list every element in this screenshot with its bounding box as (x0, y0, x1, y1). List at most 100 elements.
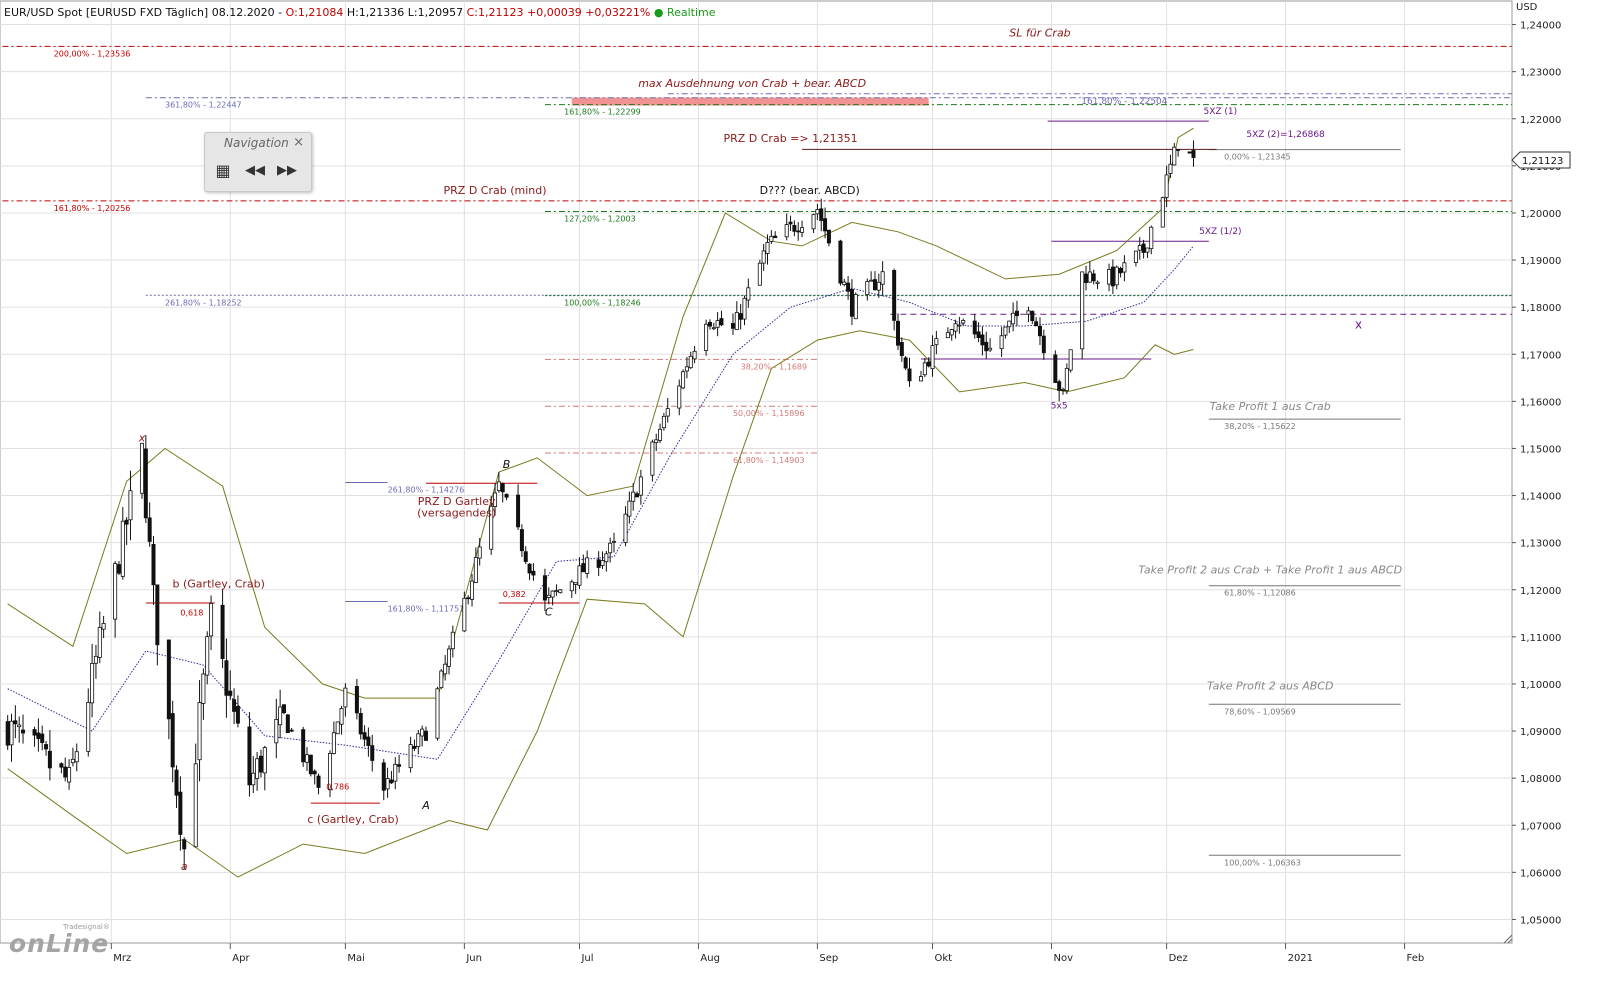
candle-body[interactable] (734, 312, 739, 330)
candle-body[interactable] (869, 279, 874, 282)
candle-body[interactable] (1149, 226, 1154, 250)
candle-body[interactable] (178, 791, 183, 835)
candle-body[interactable] (343, 687, 348, 708)
close-icon[interactable]: × (293, 135, 304, 150)
candle-body[interactable] (746, 287, 751, 301)
candle-body[interactable] (228, 690, 233, 696)
candle-body[interactable] (681, 371, 686, 389)
candle-body[interactable] (289, 729, 294, 732)
candle-body[interactable] (919, 376, 924, 382)
candle-body[interactable] (903, 357, 908, 369)
candle-body[interactable] (554, 590, 559, 592)
candle-body[interactable] (209, 603, 214, 637)
candle-body[interactable] (980, 334, 985, 346)
candle-body[interactable] (707, 321, 712, 327)
candle-body[interactable] (1037, 325, 1042, 337)
candle-body[interactable] (853, 294, 858, 320)
candle-body[interactable] (1080, 271, 1085, 350)
candle-body[interactable] (170, 713, 175, 768)
candle-body[interactable] (420, 728, 425, 737)
candle-body[interactable] (1030, 310, 1035, 322)
candle-body[interactable] (999, 335, 1004, 349)
candle-body[interactable] (1172, 146, 1177, 166)
candle-body[interactable] (462, 597, 467, 632)
candle-body[interactable] (1014, 310, 1019, 317)
candle-body[interactable] (174, 769, 179, 796)
candle-body[interactable] (412, 745, 417, 749)
candle-body[interactable] (67, 767, 72, 783)
candle-body[interactable] (892, 270, 897, 321)
candle-body[interactable] (166, 639, 171, 720)
candle-body[interactable] (224, 660, 229, 696)
candle-body[interactable] (205, 636, 210, 676)
candle-body[interactable] (393, 763, 398, 782)
candle-body[interactable] (504, 493, 509, 498)
candle-body[interactable] (362, 732, 367, 740)
candle-body[interactable] (446, 648, 451, 667)
candle-body[interactable] (1191, 150, 1196, 158)
candle-body[interactable] (450, 631, 455, 650)
candle-body[interactable] (876, 281, 881, 291)
candle-body[interactable] (1107, 269, 1112, 285)
candle-body[interactable] (846, 282, 851, 292)
candle-body[interactable] (354, 686, 359, 714)
candle-body[interactable] (849, 289, 854, 317)
candle-body[interactable] (976, 331, 981, 338)
candle-body[interactable] (930, 345, 935, 370)
candle-body[interactable] (688, 355, 693, 369)
candle-body[interactable] (558, 589, 563, 594)
candle-body[interactable] (585, 557, 590, 574)
candle-body[interactable] (623, 513, 628, 543)
candle-body[interactable] (792, 224, 797, 232)
candle-body[interactable] (546, 594, 551, 598)
candle-body[interactable] (86, 702, 91, 752)
candle-body[interactable] (773, 235, 778, 239)
candle-body[interactable] (1007, 320, 1012, 328)
candle-body[interactable] (496, 481, 501, 492)
candle-body[interactable] (500, 483, 505, 493)
scroll-back-icon[interactable]: ◀◀ (245, 163, 265, 178)
candle-body[interactable] (466, 597, 471, 600)
candle-body[interactable] (193, 763, 198, 848)
candle-body[interactable] (757, 262, 762, 286)
candle-body[interactable] (1164, 174, 1169, 198)
candle-body[interactable] (784, 224, 789, 238)
candle-body[interactable] (182, 839, 187, 850)
candle-body[interactable] (251, 772, 256, 786)
candle-body[interactable] (1041, 335, 1046, 354)
candle-body[interactable] (953, 323, 958, 332)
candle-body[interactable] (470, 580, 475, 600)
candle-body[interactable] (730, 323, 735, 329)
candle-body[interactable] (1087, 271, 1092, 283)
candle-body[interactable] (838, 240, 843, 284)
candle-body[interactable] (907, 368, 912, 382)
candle-body[interactable] (128, 490, 133, 521)
candle-body[interactable] (531, 570, 536, 576)
candle-body[interactable] (435, 688, 440, 739)
candle-body[interactable] (988, 347, 993, 351)
candle-body[interactable] (865, 281, 870, 296)
candle-body[interactable] (1068, 349, 1073, 371)
candle-body[interactable] (788, 221, 793, 225)
candle-body[interactable] (550, 590, 555, 598)
candle-body[interactable] (665, 408, 670, 417)
candle-body[interactable] (385, 778, 390, 790)
candle-body[interactable] (704, 323, 709, 351)
candle-body[interactable] (608, 542, 613, 554)
candle-body[interactable] (423, 730, 428, 741)
candle-body[interactable] (638, 476, 643, 496)
candle-body[interactable] (1053, 354, 1058, 383)
candle-body[interactable] (684, 366, 689, 372)
candle-body[interactable] (972, 320, 977, 335)
scroll-forward-icon[interactable]: ▶▶ (277, 163, 297, 178)
candle-body[interactable] (366, 736, 371, 746)
candle-body[interactable] (934, 338, 939, 346)
candle-body[interactable] (1114, 266, 1119, 286)
candle-body[interactable] (1064, 367, 1069, 391)
candle-body[interactable] (527, 563, 532, 574)
candle-body[interactable] (13, 720, 18, 725)
candle-body[interactable] (842, 281, 847, 286)
candle-body[interactable] (1003, 326, 1008, 336)
candle-body[interactable] (796, 230, 801, 233)
candle-body[interactable] (255, 758, 260, 779)
